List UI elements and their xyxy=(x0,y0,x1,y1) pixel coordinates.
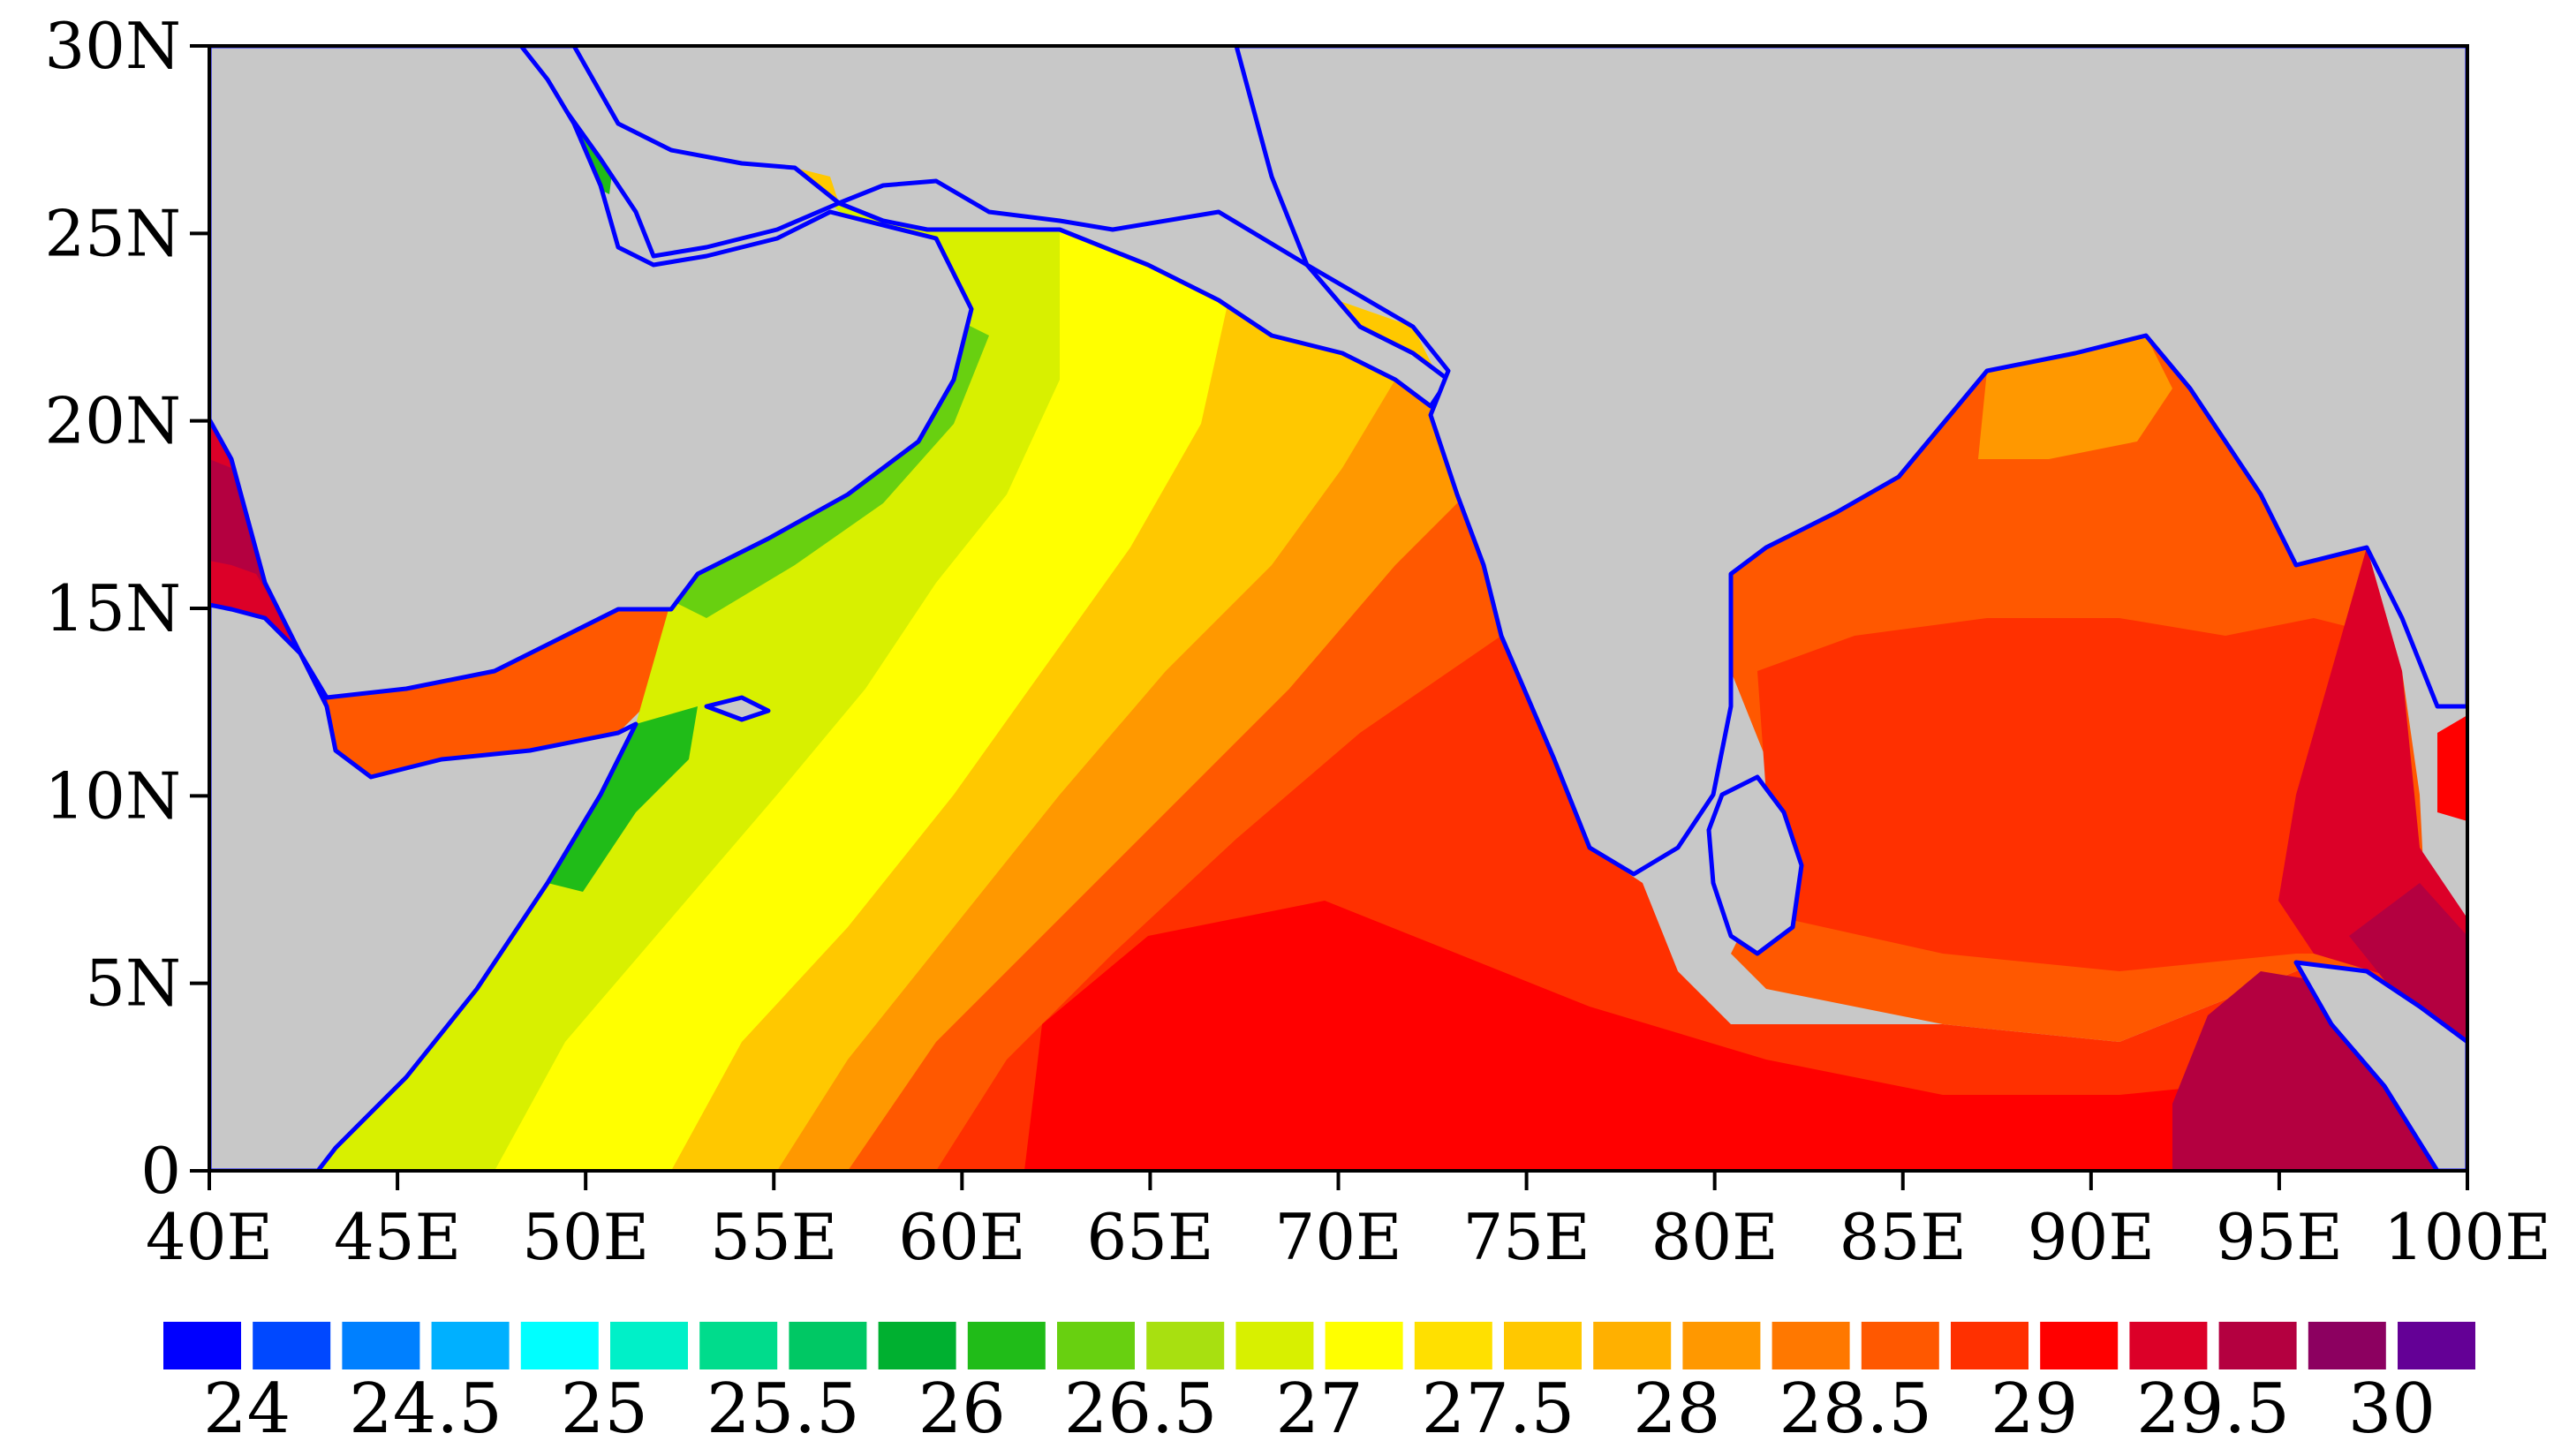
colorbar-swatch xyxy=(2398,1322,2475,1369)
colorbar-swatch xyxy=(967,1322,1046,1369)
colorbar-swatch xyxy=(1861,1322,1939,1369)
x-tick-label: 65E xyxy=(1086,1200,1213,1274)
band-red xyxy=(1024,901,2467,1171)
colorbar-swatch xyxy=(1504,1322,1582,1369)
x-tick-label: 40E xyxy=(146,1200,273,1274)
gulf-of-thailand-water xyxy=(2437,715,2467,821)
x-tick-label: 60E xyxy=(898,1200,1025,1274)
colorbar-label: 26.5 xyxy=(1064,1369,1218,1449)
y-tick-label: 10N xyxy=(44,758,181,833)
y-tick-label: 25N xyxy=(44,196,181,270)
colorbar-label: 26 xyxy=(918,1369,1006,1449)
land-sri-lanka xyxy=(1706,774,1804,956)
colorbar-label: 29.5 xyxy=(2136,1369,2290,1449)
land-africa xyxy=(209,602,638,1171)
map-plot-area xyxy=(209,46,2467,1171)
colorbar-label: 25.5 xyxy=(706,1369,860,1449)
y-tick-label: 30N xyxy=(44,9,181,83)
colorbar-swatch xyxy=(789,1322,867,1369)
sumatra-coast-maroon xyxy=(2172,971,2446,1171)
colorbar-swatch xyxy=(610,1322,688,1369)
land-arabia xyxy=(209,46,1451,409)
colorbar-swatch xyxy=(253,1322,331,1369)
y-tick-label: 15N xyxy=(44,571,181,645)
x-axis: 40E 45E 50E 55E 60E 65E 70E 75E 80E 85E 90E 95E 100E xyxy=(146,1171,2551,1274)
x-tick-label: 45E xyxy=(334,1200,461,1274)
colorbar-swatch xyxy=(1682,1322,1761,1369)
colorbar-label: 24.5 xyxy=(349,1369,502,1449)
colorbar-swatch xyxy=(1414,1322,1492,1369)
land-socotra xyxy=(704,695,771,722)
colorbar-swatch xyxy=(1325,1322,1403,1369)
x-tick-label: 75E xyxy=(1462,1200,1590,1274)
x-tick-label: 95E xyxy=(2216,1200,2343,1274)
colorbar-swatch xyxy=(1057,1322,1135,1369)
x-tick-label: 85E xyxy=(1840,1200,1967,1274)
land-masses xyxy=(209,46,2467,1171)
colorbar-swatch xyxy=(1593,1322,1672,1369)
colorbar-label: 28 xyxy=(1633,1369,1720,1449)
y-tick-label: 20N xyxy=(44,384,181,458)
colorbar-swatch xyxy=(2218,1322,2297,1369)
colorbar-swatch xyxy=(2308,1322,2386,1369)
x-tick-label: 80E xyxy=(1651,1200,1779,1274)
gulf-of-aden-water xyxy=(327,600,680,777)
colorbar-label: 25 xyxy=(561,1369,648,1449)
y-axis: 0 5N 10N 15N 20N 25N 30N xyxy=(44,9,209,1208)
colorbar-label: 27 xyxy=(1275,1369,1363,1449)
somali-coast-green xyxy=(548,706,698,892)
colorbar-swatch xyxy=(1235,1322,1314,1369)
x-tick-label: 70E xyxy=(1274,1200,1401,1274)
sst-contours xyxy=(209,46,2467,1171)
colorbar-label: 27.5 xyxy=(1422,1369,1575,1449)
colorbar-swatch xyxy=(2129,1322,2208,1369)
colorbar-swatch xyxy=(878,1322,956,1369)
colorbar-swatch xyxy=(431,1322,510,1369)
andaman-sea-maroon xyxy=(2349,883,2467,1042)
colorbar-swatch xyxy=(1772,1322,1850,1369)
colorbar-swatch xyxy=(520,1322,599,1369)
x-tick-label: 100E xyxy=(2383,1200,2551,1274)
colorbar-swatch xyxy=(163,1322,241,1369)
colorbar-swatch xyxy=(1951,1322,2028,1369)
y-tick-label: 0 xyxy=(140,1134,181,1208)
x-tick-label: 55E xyxy=(710,1200,837,1274)
land-sumatra xyxy=(2293,960,2467,1171)
bay-of-bengal-inner xyxy=(1757,618,2420,971)
x-tick-label: 90E xyxy=(2028,1200,2155,1274)
colorbar-swatch xyxy=(699,1322,778,1369)
colorbar-swatch xyxy=(342,1322,420,1369)
colorbar-label: 28.5 xyxy=(1779,1369,1932,1449)
colorbar-label: 24 xyxy=(203,1369,291,1449)
x-tick-label: 50E xyxy=(522,1200,649,1274)
colorbar: 24 24.5 25 25.5 26 26.5 27 27.5 28 28.5 29 29.5 30 xyxy=(163,1322,2475,1449)
colorbar-swatch xyxy=(2040,1322,2119,1369)
bay-head-orange xyxy=(1978,336,2172,459)
land-india xyxy=(1234,46,2467,877)
y-tick-label: 5N xyxy=(85,947,181,1021)
colorbar-swatch xyxy=(1146,1322,1225,1369)
colorbar-label: 30 xyxy=(2348,1369,2436,1449)
colorbar-label: 29 xyxy=(1991,1369,2078,1449)
